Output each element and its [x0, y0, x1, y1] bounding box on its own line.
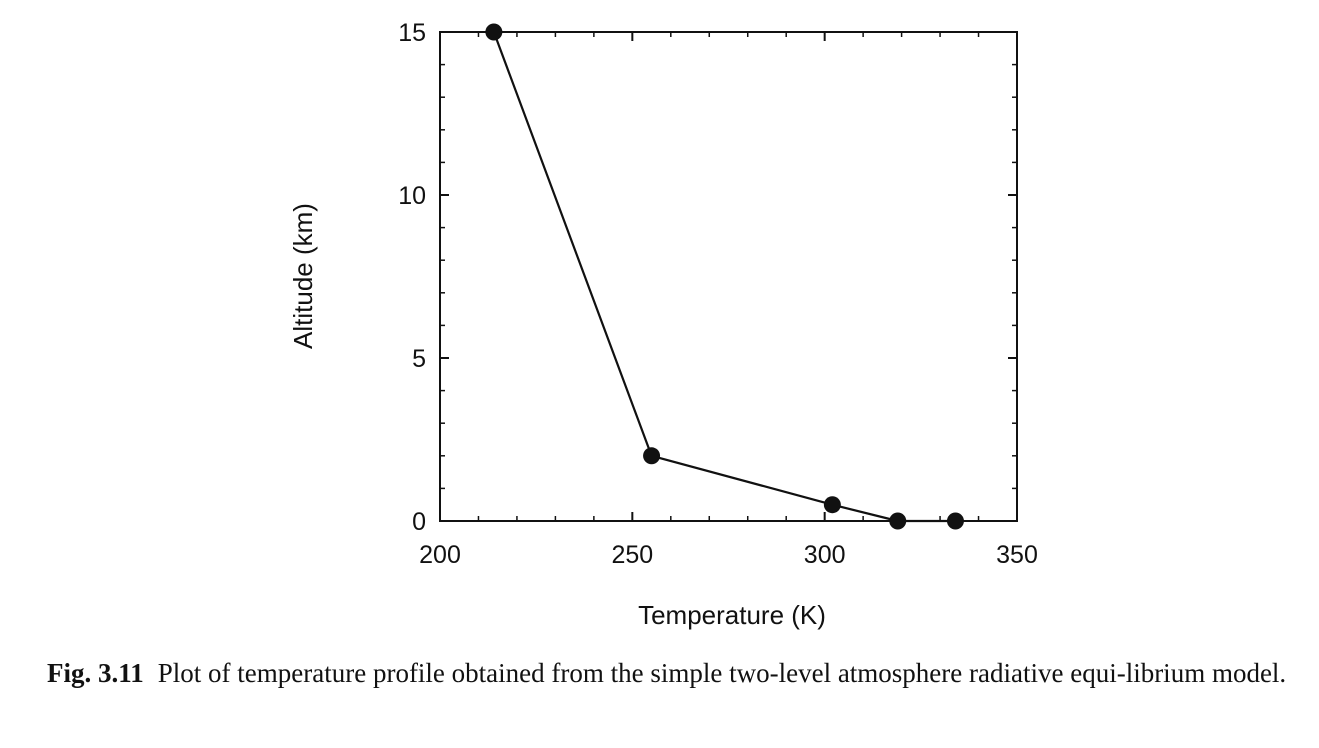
plot-frame [439, 31, 1018, 522]
y-tick-label: 0 [412, 508, 426, 536]
series-line [492, 31, 956, 523]
data-point [889, 512, 907, 530]
data-point [643, 447, 661, 465]
x-tick-label: 300 [804, 541, 846, 569]
data-point [485, 23, 503, 41]
x-axis-label: Temperature (K) [638, 600, 826, 630]
x-tick-label: 350 [996, 541, 1038, 569]
caption-text: Plot of temperature profile obtained fro… [157, 658, 1287, 688]
y-tick-label: 5 [412, 345, 426, 373]
figure-caption: Fig. 3.11 Plot of temperature profile obt… [47, 656, 1297, 690]
y-tick-label: 15 [398, 19, 426, 47]
figure-label: Fig. 3.11 [47, 658, 144, 688]
x-tick-label: 200 [419, 541, 461, 569]
y-axis-label: Altitude (km) [288, 203, 318, 349]
data-point [823, 496, 841, 514]
x-tick-label: 250 [611, 541, 653, 569]
y-tick-label: 10 [398, 182, 426, 210]
data-point [946, 512, 964, 530]
temperature-profile-chart: 200 250 300 350 0 5 10 15 Temperature (K) Altit… [288, 19, 1038, 630]
